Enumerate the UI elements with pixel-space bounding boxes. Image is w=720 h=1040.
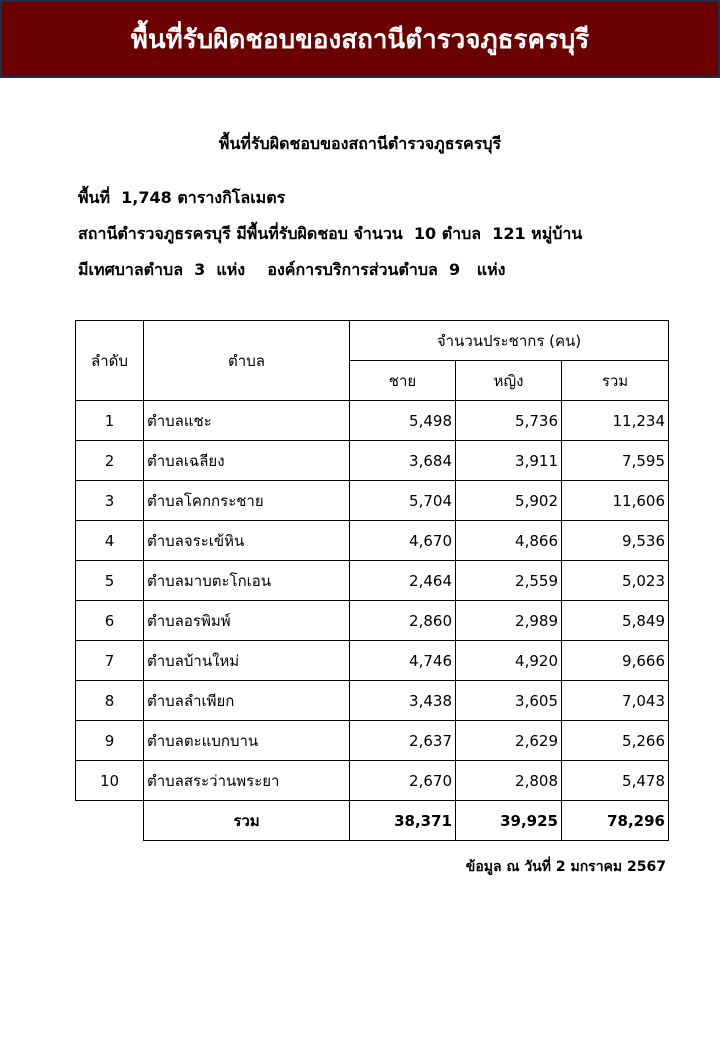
table-row: 8 ตำบลลำเพียก 3,438 3,605 7,043 — [75, 680, 669, 721]
banner-title: พื้นที่รับผิดชอบของสถานีตำรวจภูธรครบุรี — [130, 24, 590, 55]
subdistrict-cell: ตำบลมาบตะโกเอน — [143, 560, 350, 601]
header-population: จำนวนประชากร (คน) — [349, 320, 669, 361]
table-row: 1 ตำบลแชะ 5,498 5,736 11,234 — [75, 400, 669, 441]
male-cell: 2,464 — [349, 560, 456, 601]
total-all: 78,296 — [561, 800, 669, 841]
total-cell: 5,023 — [561, 560, 669, 601]
table-row: 10 ตำบลสระว่านพระยา 2,670 2,808 5,478 — [75, 760, 669, 801]
header-total: รวม — [561, 360, 669, 401]
table-row: 7 ตำบลบ้านใหม่ 4,746 4,920 9,666 — [75, 640, 669, 681]
female-cell: 4,920 — [455, 640, 562, 681]
order-cell: 5 — [75, 560, 144, 601]
female-cell: 3,911 — [455, 440, 562, 481]
subdistrict-cell: ตำบลลำเพียก — [143, 680, 350, 721]
order-cell: 9 — [75, 720, 144, 761]
header-order: ลำดับ — [75, 320, 144, 401]
subdistrict-cell: ตำบลสระว่านพระยา — [143, 760, 350, 801]
male-cell: 5,498 — [349, 400, 456, 441]
coverage-line: สถานีตำรวจภูธรครบุรี มีพื้นที่รับผิดชอบ … — [78, 224, 583, 243]
banner: พื้นที่รับผิดชอบของสถานีตำรวจภูธรครบุรี — [0, 0, 720, 78]
total-cell: 5,266 — [561, 720, 669, 761]
order-cell: 3 — [75, 480, 144, 521]
order-cell: 7 — [75, 640, 144, 681]
table-row: 3 ตำบลโคกกระชาย 5,704 5,902 11,606 — [75, 480, 669, 521]
table-row: 4 ตำบลจระเข้หิน 4,670 4,866 9,536 — [75, 520, 669, 561]
total-cell: 5,478 — [561, 760, 669, 801]
total-cell: 5,849 — [561, 600, 669, 641]
order-cell: 6 — [75, 600, 144, 641]
table-row: 6 ตำบลอรพิมพ์ 2,860 2,989 5,849 — [75, 600, 669, 641]
table-row: 5 ตำบลมาบตะโกเอน 2,464 2,559 5,023 — [75, 560, 669, 601]
subdistrict-cell: ตำบลจระเข้หิน — [143, 520, 350, 561]
male-cell: 3,684 — [349, 440, 456, 481]
header-female: หญิง — [455, 360, 562, 401]
subdistrict-cell: ตำบลบ้านใหม่ — [143, 640, 350, 681]
male-cell: 2,860 — [349, 600, 456, 641]
female-cell: 3,605 — [455, 680, 562, 721]
total-male: 38,371 — [349, 800, 456, 841]
order-cell: 2 — [75, 440, 144, 481]
total-cell: 9,536 — [561, 520, 669, 561]
header-male: ชาย — [349, 360, 456, 401]
male-cell: 4,670 — [349, 520, 456, 561]
male-cell: 5,704 — [349, 480, 456, 521]
order-cell: 4 — [75, 520, 144, 561]
total-cell: 7,595 — [561, 440, 669, 481]
total-cell: 7,043 — [561, 680, 669, 721]
blank-cell — [75, 800, 144, 841]
male-cell: 2,637 — [349, 720, 456, 761]
table-row: 2 ตำบลเฉลียง 3,684 3,911 7,595 — [75, 440, 669, 481]
female-cell: 2,808 — [455, 760, 562, 801]
male-cell: 2,670 — [349, 760, 456, 801]
total-cell: 9,666 — [561, 640, 669, 681]
subdistrict-cell: ตำบลโคกกระชาย — [143, 480, 350, 521]
total-row: รวม 38,371 39,925 78,296 — [75, 800, 669, 841]
subdistrict-cell: ตำบลอรพิมพ์ — [143, 600, 350, 641]
female-cell: 2,629 — [455, 720, 562, 761]
document-title: พื้นที่รับผิดชอบของสถานีตำรวจภูธรครบุรี — [218, 134, 502, 153]
female-cell: 5,902 — [455, 480, 562, 521]
female-cell: 4,866 — [455, 520, 562, 561]
total-cell: 11,606 — [561, 480, 669, 521]
female-cell: 5,736 — [455, 400, 562, 441]
total-female: 39,925 — [455, 800, 562, 841]
population-table: ลำดับ ตำบล จำนวนประชากร (คน) ชาย หญิง รว… — [75, 320, 669, 841]
header-subdistrict: ตำบล — [143, 320, 350, 401]
municipality-line: มีเทศบาลตำบล 3 แห่ง องค์การบริการส่วนตำบ… — [78, 260, 506, 279]
subdistrict-cell: ตำบลตะแบกบาน — [143, 720, 350, 761]
male-cell: 3,438 — [349, 680, 456, 721]
order-cell: 8 — [75, 680, 144, 721]
female-cell: 2,559 — [455, 560, 562, 601]
total-cell: 11,234 — [561, 400, 669, 441]
male-cell: 4,746 — [349, 640, 456, 681]
order-cell: 1 — [75, 400, 144, 441]
subdistrict-cell: ตำบลเฉลียง — [143, 440, 350, 481]
area-line: พื้นที่ 1,748 ตารางกิโลเมตร — [78, 188, 286, 207]
female-cell: 2,989 — [455, 600, 562, 641]
total-label: รวม — [143, 800, 350, 841]
table-row: 9 ตำบลตะแบกบาน 2,637 2,629 5,266 — [75, 720, 669, 761]
data-date-note: ข้อมูล ณ วันที่ 2 มกราคม 2567 — [465, 859, 666, 875]
subdistrict-cell: ตำบลแชะ — [143, 400, 350, 441]
order-cell: 10 — [75, 760, 144, 801]
